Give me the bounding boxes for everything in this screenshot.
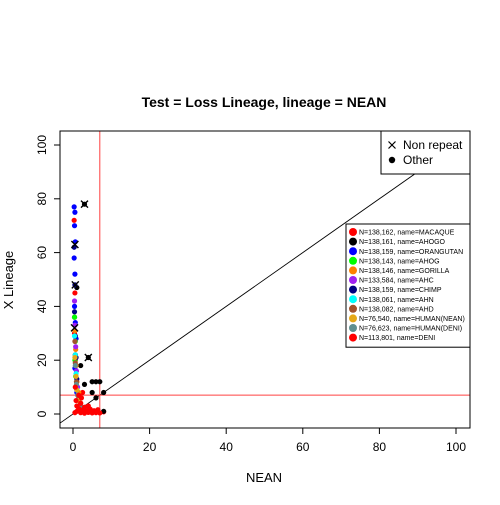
legend-swatch xyxy=(349,334,357,342)
data-point xyxy=(78,363,83,368)
data-point xyxy=(82,382,87,387)
legend-swatch xyxy=(349,276,357,284)
data-point xyxy=(72,255,77,260)
legend-label: N=138,146, name=GORILLA xyxy=(359,268,450,275)
x-tick-label: 0 xyxy=(70,440,77,454)
legend-label: N=133,584, name=AHC xyxy=(359,278,434,285)
legend-swatch xyxy=(349,295,357,303)
data-point xyxy=(72,339,77,344)
legend-label: N=138,162, name=MACAQUE xyxy=(359,230,455,237)
legend-label: N=76,540, name=HUMAN(NEAN) xyxy=(359,316,465,323)
legend-label: N=76,623, name=HUMAN(DENI) xyxy=(359,326,462,333)
legend-label: N=138,082, name=AHD xyxy=(359,306,434,313)
data-point xyxy=(72,315,77,320)
y-tick-label: 20 xyxy=(35,353,49,367)
series-group xyxy=(72,385,102,416)
y-axis-label: X Lineage xyxy=(1,251,16,310)
data-point xyxy=(73,363,78,368)
x-tick-label: 80 xyxy=(373,440,387,454)
legend-swatch xyxy=(349,286,357,294)
data-point xyxy=(93,395,98,400)
y-tick-label: 60 xyxy=(35,246,49,260)
legend-swatch xyxy=(349,228,357,236)
legend-label: N=138,161, name=AHOGO xyxy=(359,239,446,246)
legend-label: N=138,061, name=AHN xyxy=(359,297,434,304)
data-point xyxy=(72,290,77,295)
legend-swatch xyxy=(349,305,357,313)
x-tick-label: 100 xyxy=(446,440,466,454)
data-point xyxy=(73,374,78,379)
data-point xyxy=(72,218,77,223)
data-point xyxy=(78,401,83,406)
x-tick-label: 60 xyxy=(296,440,310,454)
legend-label: N=138,143, name=AHOG xyxy=(359,258,440,265)
data-points xyxy=(71,201,106,416)
data-point xyxy=(72,304,77,309)
legend-swatch xyxy=(349,238,357,246)
y-tick-label: 80 xyxy=(35,192,49,206)
legend-label: N=138,159, name=ORANGUTAN xyxy=(359,249,463,256)
legend-swatch xyxy=(349,324,357,332)
legend-label: N=113,801, name=DENI xyxy=(359,335,435,342)
data-point xyxy=(73,398,78,403)
data-point xyxy=(72,223,77,228)
legend-label: Other xyxy=(403,153,433,167)
data-point xyxy=(72,333,77,338)
data-point xyxy=(72,298,77,303)
data-point xyxy=(101,390,106,395)
y-tick-label: 100 xyxy=(35,135,49,155)
x-axis-label: NEAN xyxy=(246,470,282,485)
legend-swatch xyxy=(349,257,357,265)
data-point xyxy=(72,272,77,277)
data-point xyxy=(90,390,95,395)
legend-swatch xyxy=(349,266,357,274)
data-point xyxy=(72,355,77,360)
legend-swatch xyxy=(349,314,357,322)
y-tick-label: 0 xyxy=(35,410,49,417)
data-point xyxy=(97,410,102,415)
x-tick-label: 20 xyxy=(143,440,157,454)
y-tick-label: 40 xyxy=(35,299,49,313)
legend-swatch xyxy=(349,247,357,255)
legend-label: Non repeat xyxy=(403,138,463,152)
data-point xyxy=(79,395,84,400)
data-point xyxy=(73,344,78,349)
legend-label: N=138,159, name=CHIMP xyxy=(359,287,442,294)
x-tick-label: 40 xyxy=(220,440,234,454)
data-point xyxy=(97,379,102,384)
data-point xyxy=(73,385,78,390)
legend-dot-marker xyxy=(389,157,395,163)
data-point xyxy=(72,210,77,215)
data-point xyxy=(72,204,77,209)
data-point xyxy=(86,403,91,408)
data-point xyxy=(72,309,77,314)
chart-title: Test = Loss Lineage, lineage = NEAN xyxy=(142,94,387,110)
